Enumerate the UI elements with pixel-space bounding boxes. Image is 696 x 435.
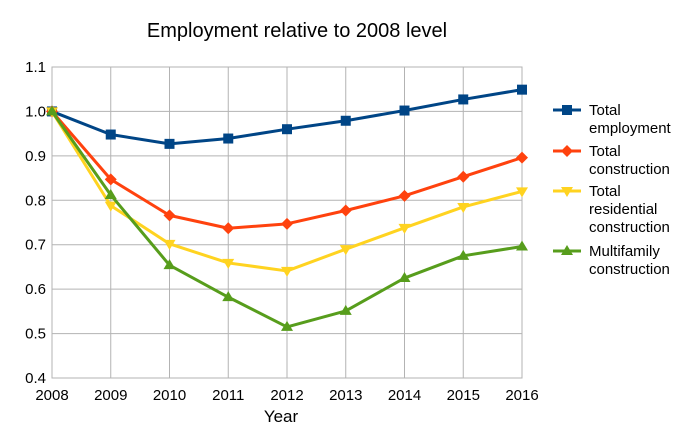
- x-tick-label: 2012: [270, 387, 303, 404]
- series-lines: [46, 84, 528, 331]
- data-point: [516, 151, 528, 164]
- x-axis-label: Year: [264, 407, 299, 426]
- legend-label: construction: [589, 161, 670, 178]
- data-point: [282, 124, 292, 135]
- data-point: [163, 209, 176, 222]
- data-point: [339, 204, 352, 217]
- legend-label: Multifamily: [589, 243, 660, 260]
- plot-area-frame: [51, 66, 523, 379]
- data-point: [104, 173, 117, 186]
- series-4: [46, 105, 528, 331]
- legend-label: Total: [589, 102, 621, 119]
- data-point: [281, 217, 293, 230]
- data-point: [281, 266, 293, 277]
- data-point: [517, 84, 527, 95]
- x-tick-label: 2011: [212, 387, 244, 404]
- data-point: [457, 170, 470, 183]
- y-tick-label: 0.4: [25, 370, 46, 387]
- legend: TotalemploymentTotalconstructionTotalres…: [553, 102, 672, 278]
- legend-label: residential: [589, 201, 657, 218]
- y-tick-label: 0.6: [25, 281, 46, 298]
- data-point: [46, 105, 58, 116]
- x-tick-label: 2008: [35, 387, 68, 404]
- legend-label: Total: [589, 143, 621, 160]
- data-point: [457, 202, 470, 213]
- data-point: [222, 222, 235, 235]
- x-tick-label: 2009: [94, 387, 127, 404]
- legend-marker: [561, 145, 573, 157]
- data-point: [164, 138, 175, 149]
- data-point: [163, 259, 176, 270]
- legend-label: construction: [589, 261, 670, 278]
- y-tick-label: 0.5: [25, 326, 46, 343]
- legend-marker: [561, 187, 573, 197]
- y-tick-label: 1.1: [25, 59, 46, 76]
- data-point: [281, 320, 293, 331]
- y-axis-ticks: 0.4 0.5 0.6 0.7 0.8 0.9 1.0 1.1: [25, 59, 46, 387]
- data-point: [222, 291, 235, 302]
- x-axis-ticks: 2008 2009 2010 2011 2012 2013 2014 2015 2016: [35, 387, 538, 404]
- data-point: [516, 187, 528, 198]
- data-point: [163, 239, 176, 250]
- data-point: [222, 258, 235, 269]
- data-point: [223, 133, 234, 144]
- x-tick-label: 2013: [329, 387, 362, 404]
- data-point: [104, 188, 117, 199]
- x-tick-label: 2014: [388, 387, 421, 404]
- y-tick-label: 0.8: [25, 192, 46, 209]
- x-tick-label: 2015: [447, 387, 480, 404]
- legend-label: construction: [589, 219, 670, 236]
- data-point: [339, 304, 352, 315]
- data-point: [457, 249, 470, 260]
- data-point: [398, 189, 411, 202]
- y-tick-label: 0.7: [25, 237, 46, 254]
- x-tick-label: 2016: [505, 387, 538, 404]
- y-tick-label: 1.0: [25, 103, 46, 120]
- chart-title: Employment relative to 2008 level: [147, 20, 447, 42]
- data-point: [458, 94, 469, 105]
- legend-label: Total: [589, 183, 621, 200]
- data-point: [340, 115, 351, 126]
- legend-marker: [562, 105, 572, 115]
- legend-label: employment: [589, 120, 672, 137]
- y-tick-label: 0.9: [25, 148, 46, 165]
- data-point: [516, 240, 528, 251]
- x-tick-label: 2010: [153, 387, 186, 404]
- data-point: [104, 201, 117, 212]
- data-point: [398, 272, 411, 283]
- data-point: [399, 105, 410, 116]
- data-point: [398, 223, 411, 234]
- data-point: [105, 129, 116, 140]
- legend-marker: [561, 245, 573, 255]
- data-point: [339, 245, 352, 256]
